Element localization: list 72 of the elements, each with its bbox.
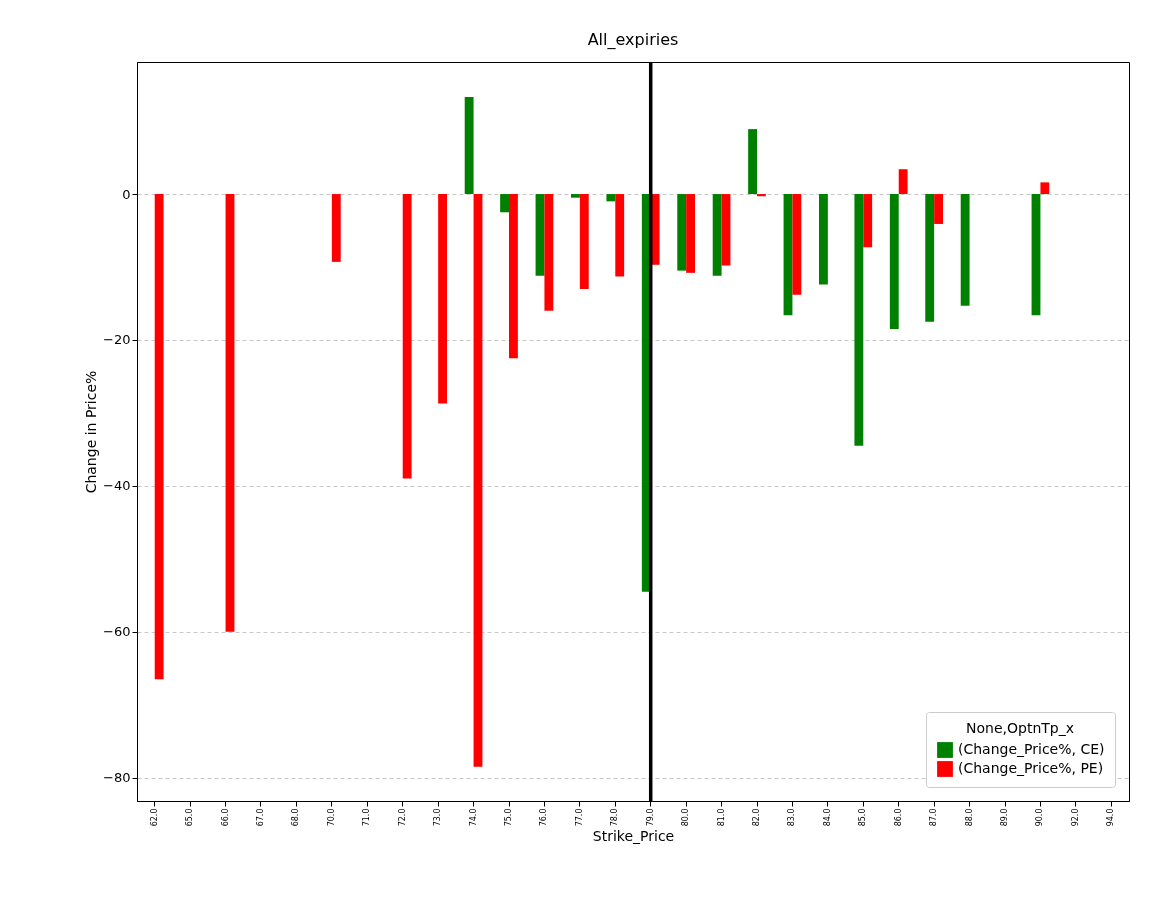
x-tick-label: 68.0 — [291, 808, 301, 827]
x-tick-label: 77.0 — [574, 808, 584, 827]
bar — [438, 194, 447, 404]
x-tick-label: 82.0 — [752, 808, 761, 827]
legend-label: (Change_Price%, CE) — [958, 741, 1105, 757]
bar — [712, 194, 722, 276]
bar — [686, 194, 695, 273]
x-tick-label: 72.0 — [397, 808, 407, 827]
y-axis-title: Change in Price% — [83, 370, 100, 494]
x-tick-label: 89.0 — [1000, 808, 1009, 827]
bar — [783, 194, 793, 316]
x-tick-label: 84.0 — [822, 808, 832, 827]
x-tick-label: 65.0 — [185, 808, 195, 827]
x-tick-label: 67.0 — [256, 808, 265, 827]
bar — [677, 194, 687, 271]
x-tick-label: 87.0 — [929, 808, 939, 827]
bar — [509, 194, 518, 359]
bar — [721, 194, 731, 266]
x-tick-label: 86.0 — [893, 808, 903, 827]
x-tick-label: 75.0 — [504, 808, 513, 827]
x-tick-label: 73.0 — [433, 808, 443, 827]
bar — [500, 194, 509, 213]
bar — [154, 194, 164, 680]
x-tick-label: 71.0 — [362, 808, 372, 827]
bar — [748, 129, 757, 195]
bar — [757, 194, 766, 197]
x-tick-label: 85.0 — [858, 808, 868, 827]
bar — [1040, 182, 1050, 195]
bar — [535, 194, 545, 276]
bar — [225, 194, 235, 632]
x-tick-label: 66.0 — [220, 808, 230, 827]
legend-title: None,OptnTp_x — [966, 720, 1074, 736]
x-tick-label: 76.0 — [539, 808, 549, 827]
x-tick-label: 94.0 — [1106, 808, 1116, 827]
y-tick-label: −20 — [103, 332, 131, 348]
legend-label: (Change_Price%, PE) — [958, 760, 1104, 776]
bar — [571, 194, 580, 198]
bar — [1031, 194, 1041, 316]
y-tick-label: 0 — [122, 186, 131, 202]
bar — [331, 194, 341, 262]
bar — [854, 194, 864, 446]
y-tick-label: −40 — [103, 478, 131, 494]
x-tick-label: 79.0 — [645, 808, 655, 827]
bar — [473, 194, 483, 767]
x-tick-label: 70.0 — [326, 808, 336, 827]
bar — [464, 97, 474, 195]
bar — [615, 194, 625, 277]
bar — [960, 194, 970, 306]
x-tick-label: 92.0 — [1070, 808, 1080, 827]
x-tick-label: 74.0 — [468, 808, 478, 827]
bar — [934, 194, 943, 224]
bar — [863, 194, 873, 248]
y-tick-label: −80 — [103, 770, 131, 786]
y-tick-label: −60 — [103, 624, 131, 640]
x-tick-label: 62.0 — [149, 808, 159, 827]
x-axis-title: Strike_Price — [592, 828, 675, 845]
x-tick-label: 83.0 — [787, 808, 797, 827]
x-tick-label: 78.0 — [610, 808, 620, 827]
bar — [889, 194, 899, 329]
bar — [792, 194, 802, 295]
x-tick-label: 81.0 — [716, 808, 726, 827]
bar — [819, 194, 828, 285]
bar — [544, 194, 554, 311]
bar — [606, 194, 616, 202]
chart-title: All_expiries — [587, 30, 679, 51]
bar — [925, 194, 935, 322]
x-tick-label: 88.0 — [964, 808, 974, 827]
x-tick-label: 90.0 — [1035, 808, 1045, 827]
x-tick-label: 80.0 — [681, 808, 691, 827]
bar — [402, 194, 412, 479]
bar — [898, 169, 908, 195]
bar — [579, 194, 589, 289]
